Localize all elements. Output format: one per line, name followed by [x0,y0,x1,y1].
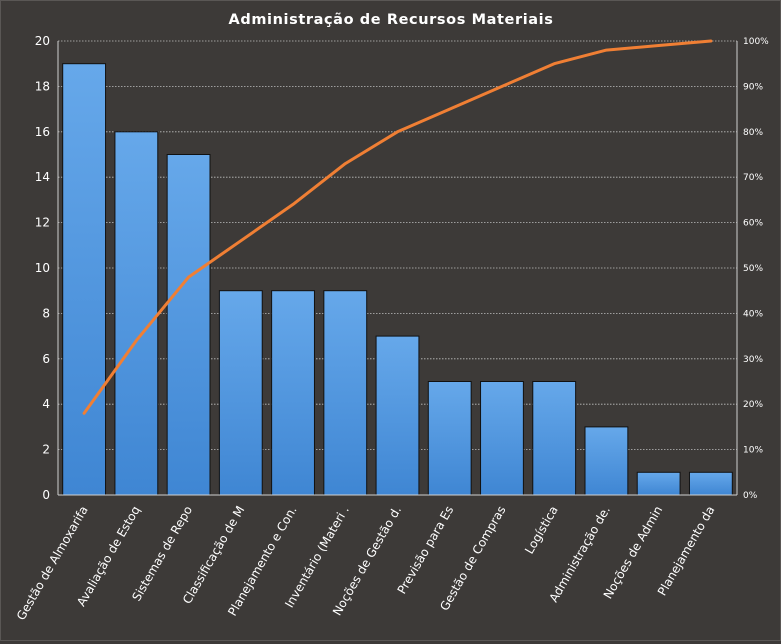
y2-tick-label: 40% [743,309,763,319]
y2-tick-label: 70% [743,173,763,183]
bar [584,426,629,496]
y-tick-label: 8 [42,306,50,320]
x-tick-label: Noções de Admin [601,504,666,602]
x-tick-label: Previsão para Es [395,504,457,597]
y2-tick-label: 80% [743,128,763,138]
y-tick-label: 18 [35,79,50,93]
bar [636,471,681,496]
y-tick-label: 2 [42,443,50,457]
chart-title: Administração de Recursos Materiais [229,12,554,28]
bar [218,290,263,496]
y2-tick-label: 100% [743,37,769,47]
y2-tick-label: 10% [743,446,763,456]
y-tick-label: 10 [35,261,50,275]
y2-tick-label: 90% [743,82,763,92]
x-tick-label: Planejamento da [655,504,718,599]
y2-tick-label: 30% [743,355,763,365]
bar [114,131,159,496]
cumulative-line [82,39,713,415]
y-tick-label: 0 [42,488,50,502]
bar [427,381,472,496]
bar [688,471,733,496]
y-tick-label: 4 [42,397,50,411]
bar [271,290,315,496]
y-tick-label: 6 [42,352,50,366]
y2-tick-label: 60% [743,219,763,229]
y2-tick-label: 50% [743,264,763,274]
y-tick-label: 14 [35,170,50,184]
x-tick-label: Logística [522,504,561,557]
bar [375,335,420,496]
y2-tick-label: 0% [743,491,758,501]
y-tick-label: 16 [35,125,50,139]
bars [62,63,733,496]
bar [532,381,577,496]
bar [62,63,107,496]
y2-tick-label: 20% [743,400,763,410]
y-tick-label: 20 [35,34,50,48]
bar [323,290,368,496]
cumulative-line-path [82,39,713,415]
bar [480,381,524,496]
y-tick-label: 12 [35,216,50,230]
bar [166,154,211,496]
